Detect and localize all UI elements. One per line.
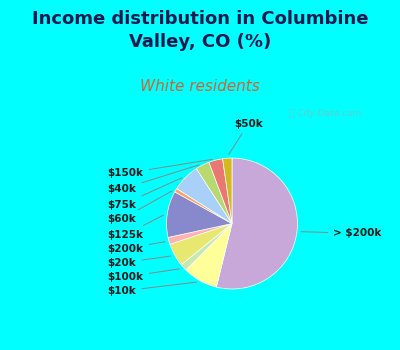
Text: ⓘ City-Data.com: ⓘ City-Data.com (289, 109, 362, 118)
Wedge shape (209, 159, 232, 224)
Text: $75k: $75k (108, 178, 182, 210)
Wedge shape (177, 169, 232, 224)
Text: $125k: $125k (108, 215, 164, 239)
Wedge shape (170, 224, 232, 265)
Text: White residents: White residents (140, 79, 260, 94)
Wedge shape (168, 224, 232, 244)
Text: $150k: $150k (108, 159, 213, 178)
Text: Income distribution in Columbine
Valley, CO (%): Income distribution in Columbine Valley,… (32, 10, 368, 51)
Wedge shape (223, 158, 232, 224)
Wedge shape (166, 192, 232, 237)
Text: $200k: $200k (108, 242, 165, 254)
Wedge shape (181, 224, 232, 270)
Text: $100k: $100k (108, 269, 180, 282)
Text: $10k: $10k (108, 282, 196, 296)
Wedge shape (216, 158, 298, 289)
Wedge shape (196, 162, 232, 224)
Text: $50k: $50k (229, 119, 263, 155)
Wedge shape (175, 189, 232, 224)
Wedge shape (186, 224, 232, 287)
Text: $60k: $60k (108, 191, 172, 224)
Text: $40k: $40k (108, 165, 199, 194)
Text: > $200k: > $200k (301, 228, 382, 238)
Text: $20k: $20k (108, 256, 171, 268)
